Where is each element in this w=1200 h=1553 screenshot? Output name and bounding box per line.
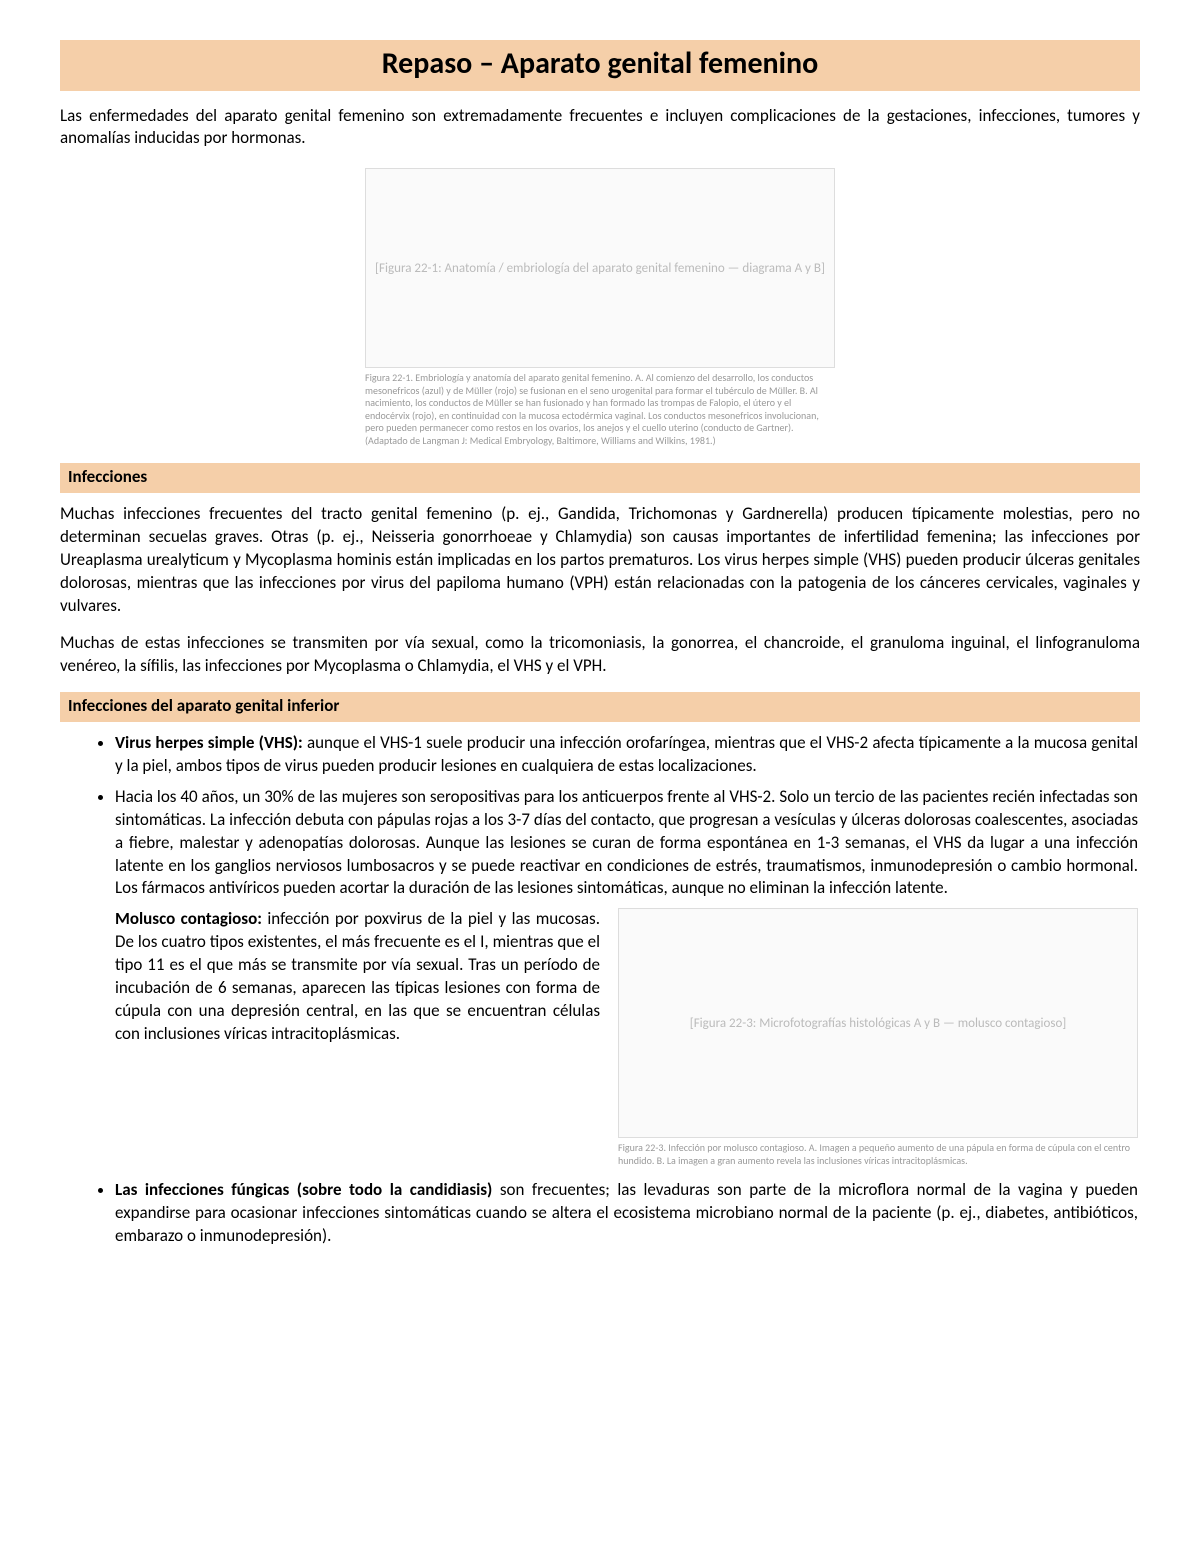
list-item: Virus herpes simple (VHS): aunque el VHS… xyxy=(115,732,1140,778)
figure-2: [Figura 22-3: Microfotografías histológi… xyxy=(618,908,1138,1167)
figure-2-placeholder: [Figura 22-3: Microfotografías histológi… xyxy=(684,1009,1073,1039)
list-item: [Figura 22-3: Microfotografías histológi… xyxy=(115,908,1140,1171)
infecciones-p1: Muchas infecciones frecuentes del tracto… xyxy=(60,503,1140,618)
section-heading-inferior-text: Infecciones del aparato genital inferior xyxy=(68,695,1132,718)
list-item: Hacia los 40 años, un 30% de las mujeres… xyxy=(115,786,1140,901)
figure-1-caption: Figura 22-1. Embriología y anatomía del … xyxy=(365,372,835,447)
list-item-text: Hacia los 40 años, un 30% de las mujeres… xyxy=(115,786,1138,899)
figure-1: [Figura 22-1: Anatomía / embriología del… xyxy=(60,168,1140,447)
list-item: Las infecciones fúngicas (sobre todo la … xyxy=(115,1179,1140,1248)
figure-1-placeholder: [Figura 22-1: Anatomía / embriología del… xyxy=(369,254,831,284)
section-heading-inferior: Infecciones del aparato genital inferior xyxy=(60,692,1140,722)
list-item-bold: Las infecciones fúngicas (sobre todo la … xyxy=(115,1179,492,1200)
figure-2-image: [Figura 22-3: Microfotografías histológi… xyxy=(618,908,1138,1138)
inferior-list: Virus herpes simple (VHS): aunque el VHS… xyxy=(60,732,1140,1248)
section-heading-infecciones: Infecciones xyxy=(60,463,1140,493)
page-title: Repaso – Aparato genital femenino xyxy=(60,44,1140,85)
section-heading-infecciones-text: Infecciones xyxy=(68,466,1132,489)
list-item-bold: Virus herpes simple (VHS): xyxy=(115,732,303,753)
figure-1-image: [Figura 22-1: Anatomía / embriología del… xyxy=(365,168,835,368)
list-item-bold: Molusco contagioso: xyxy=(115,908,262,929)
infecciones-p2: Muchas de estas infecciones se transmite… xyxy=(60,632,1140,678)
figure-2-caption: Figura 22-3. Infección por molusco conta… xyxy=(618,1142,1138,1167)
title-band: Repaso – Aparato genital femenino xyxy=(60,40,1140,91)
intro-paragraph: Las enfermedades del aparato genital fem… xyxy=(60,105,1140,151)
